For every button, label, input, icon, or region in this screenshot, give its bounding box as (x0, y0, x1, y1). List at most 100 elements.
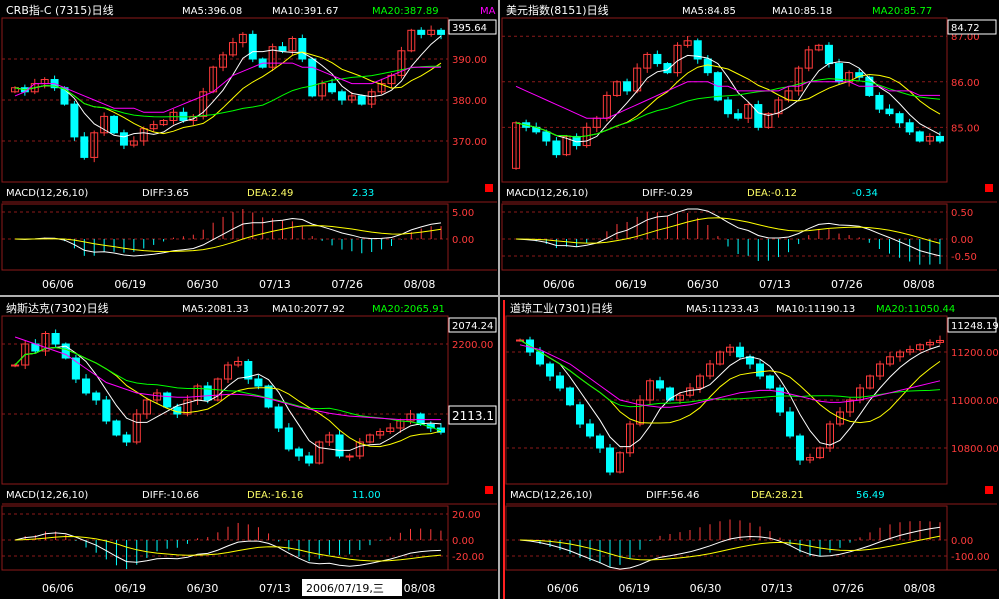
panel-title: 美元指数(8151)日线 (506, 3, 609, 17)
candle-body (228, 42, 237, 56)
ma-extra-label: MA (480, 6, 496, 17)
ma5-line (515, 54, 941, 143)
date-tick-label: 07/26 (331, 278, 363, 291)
candle-body (337, 91, 346, 101)
price-frame (1, 315, 449, 485)
panel-marker (485, 184, 493, 192)
last-price-label: 395.64 (452, 23, 487, 34)
panel-title: 纳斯达克(7302)日线 (6, 301, 109, 315)
dea-line (14, 225, 442, 253)
candle-body (386, 427, 395, 432)
date-tick-label: 07/13 (759, 278, 791, 291)
candle-body (606, 447, 614, 473)
candle-body (318, 83, 327, 97)
candle-body (754, 104, 763, 128)
last-price-box (448, 19, 497, 35)
ma20-label: MA20:11050.44 (876, 304, 955, 315)
candle-body (406, 413, 415, 422)
candle-body (278, 46, 287, 52)
candle-body (325, 434, 334, 443)
candle-body (377, 83, 386, 93)
chart-panel-2: 美元指数(8151)日线 MA5:84.85 MA10:85.18 MA20:85.7… (501, 3, 997, 291)
date-tick-label: 07/13 (259, 278, 291, 291)
date-tick-label: 07/13 (259, 582, 291, 595)
date-tick-label: 07/26 (832, 582, 864, 595)
candle-body (552, 140, 561, 156)
date-tick-label: 06/06 (42, 582, 74, 595)
diff-label: DIFF:-10.66 (142, 490, 199, 501)
macd-axis-label: 20.00 (452, 510, 481, 521)
candle-body (335, 434, 344, 457)
candle-body (925, 135, 934, 142)
panel-title: 道琼工业(7301)日线 (510, 301, 613, 315)
macd-label: MACD(12,26,10) (506, 188, 588, 199)
candle-body (149, 124, 158, 130)
candle-body (119, 132, 128, 146)
dea-label: DEA:2.49 (247, 188, 293, 199)
ma10-label: MA10:391.67 (272, 6, 339, 17)
candle-body (345, 455, 354, 458)
candle-body (268, 46, 277, 68)
chart-panel-3: 纳斯达克(7302)日线 MA5:2081.33 MA10:2077.92 MA20:… (1, 301, 497, 596)
panel-marker (985, 184, 993, 192)
candle-body (223, 364, 233, 380)
crosshair-price-box (448, 405, 497, 425)
candle-body (92, 392, 101, 401)
dea-label: DEA:-16.16 (247, 490, 303, 501)
candle-body (234, 361, 243, 366)
date-tick-label: 06/30 (187, 278, 219, 291)
date-tick-label: 06/06 (547, 582, 579, 595)
ma5-line (14, 35, 442, 138)
candle-body (132, 413, 141, 443)
price-axis-label: 87.00 (951, 32, 980, 43)
macd-axis-label: -20.00 (452, 552, 484, 563)
candle-body (886, 356, 894, 365)
candle-body (806, 457, 814, 461)
macd-axis-label: 0.50 (951, 208, 973, 219)
candle-body (875, 94, 884, 110)
candle-body (347, 95, 356, 101)
ma-long-line (14, 62, 441, 113)
price-axis-label: 390.00 (452, 55, 487, 66)
candle-body (100, 115, 109, 134)
macd-axis-label: -100.00 (951, 552, 990, 563)
candle-body (81, 378, 91, 394)
macd-axis-label: -0.50 (951, 252, 977, 263)
dea-label: DEA:-0.12 (747, 188, 797, 199)
date-tick-label: 08/08 (404, 278, 436, 291)
candle-body (885, 108, 894, 115)
candle-body (305, 455, 314, 464)
last-price-label: 84.72 (951, 23, 980, 34)
last-price-box (448, 317, 497, 333)
candle-body (80, 136, 89, 158)
candle-body (244, 361, 253, 380)
price-axis-label: 86.00 (951, 78, 980, 89)
candle-body (643, 53, 652, 69)
candle-body (122, 434, 131, 443)
candle-body (766, 375, 774, 389)
candle-body (183, 399, 192, 415)
macd-value-label: 56.49 (856, 490, 885, 501)
panel-title: CRB指-C (7315)日线 (6, 3, 114, 17)
candle-body (546, 363, 554, 377)
ma10-label: MA10:85.18 (772, 6, 832, 17)
diff-line (519, 526, 941, 570)
dea-line (515, 217, 941, 244)
price-axis-label: 85.00 (951, 123, 980, 134)
candle-body (846, 399, 854, 413)
date-tick-label: 06/06 (543, 278, 575, 291)
candle-body (716, 351, 724, 365)
macd-value-label: -0.34 (852, 188, 878, 199)
candle-body (417, 29, 426, 35)
candle-body (159, 120, 168, 126)
candle-body (666, 387, 674, 401)
crosshair-price-label: 2113.1 (452, 409, 494, 423)
date-tick-label: 06/19 (114, 582, 146, 595)
crosshair-date-label: 2006/07/19,三 (306, 582, 384, 595)
candle-body (916, 344, 924, 351)
candle-body (756, 363, 764, 377)
candle-body (10, 87, 19, 93)
candle-body (596, 435, 604, 449)
candle-body (274, 406, 283, 429)
